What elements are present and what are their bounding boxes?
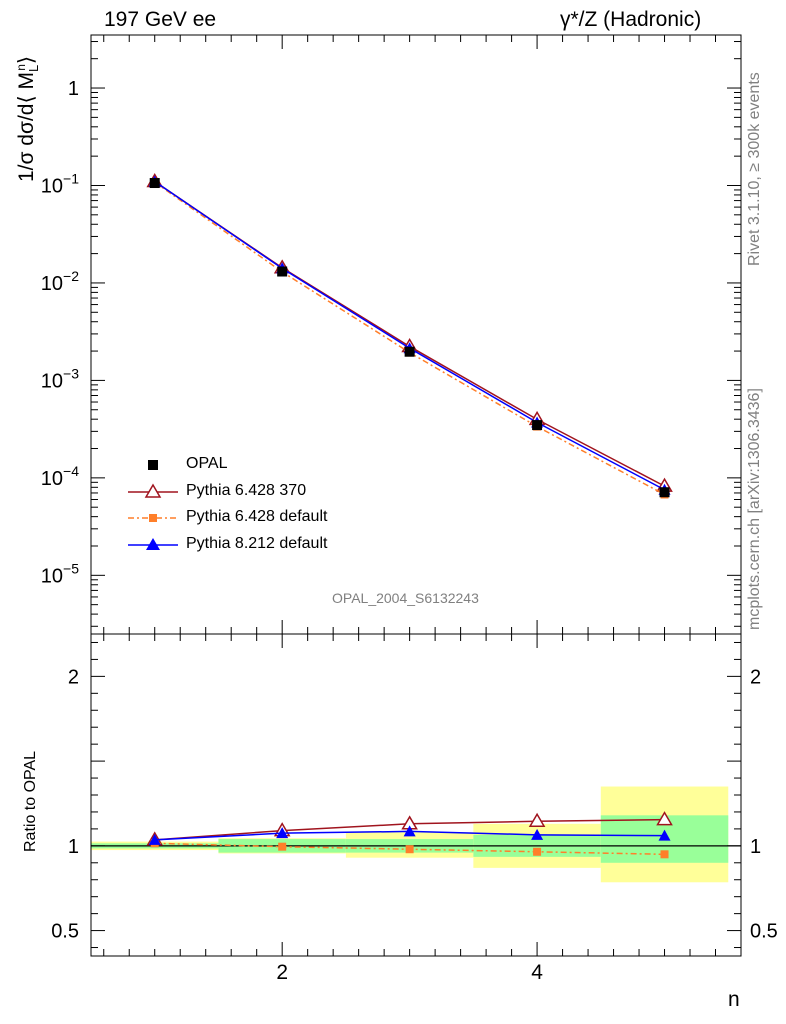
legend-label-pythia8-default: Pythia 8.212 default (186, 534, 328, 552)
header-right: γ*/Z (Hadronic) (560, 8, 702, 31)
ratio-point-pythia-6-428-370 (528, 812, 546, 828)
ratio-y-tick-label-right: 2 (750, 666, 761, 688)
ratio-point-pythia-6-428-default (405, 845, 414, 854)
main-y-tick-label: 10−2 (41, 268, 79, 295)
ratio-point-pythia-8-212-default (531, 828, 544, 840)
data-point-opal (149, 178, 160, 189)
ratio-y-tick-label-left: 2 (68, 666, 79, 688)
main-y-tick-label: 10−4 (41, 463, 79, 490)
ratio-y-tick-label-left: 1 (68, 836, 79, 858)
legend-symbol-pythia6-default (128, 514, 178, 522)
legend-label-opal: OPAL (186, 455, 228, 472)
ratio-y-tick-label-right: 1 (750, 836, 761, 858)
ratio-point-pythia-8-212-default (403, 825, 416, 837)
legend-symbol-pythia6-370 (128, 483, 178, 498)
x-tick-label: 4 (531, 961, 543, 984)
legend-entry-pythia6-default: Pythia 6.428 default (122, 505, 382, 532)
ratio-point-pythia-6-428-370 (656, 811, 673, 826)
ratio-point-pythia-6-428-default (660, 850, 669, 859)
x-axis-label: n (728, 988, 740, 1011)
ratio-point-pythia-8-212-default (658, 829, 671, 841)
series-line-pythia-6-428-370 (154, 180, 665, 487)
ratio-y-tick-label-left: 0.5 (51, 921, 79, 943)
legend-entry-pythia8-default: Pythia 8.212 default (122, 532, 382, 559)
legend-label-pythia6-default: Pythia 6.428 default (186, 508, 328, 525)
analysis-id-label: OPAL_2004_S6132243 (332, 590, 479, 606)
data-point-opal (532, 420, 543, 431)
ratio-point-pythia-6-428-default (533, 847, 542, 856)
ratio-y-tick-label-right: 0.5 (750, 921, 778, 943)
legend-entry-pythia6-370: Pythia 6.428 370 (122, 479, 382, 506)
header-left: 197 GeV ee (104, 8, 217, 31)
main-y-tick-label: 10−1 (41, 170, 79, 197)
series-line-pythia-8-212-default (154, 180, 665, 491)
mcplots-credit-text: mcplots.cern.ch [arXiv:1306.3436] (746, 388, 763, 630)
ratio-point-pythia-8-212-default (276, 827, 289, 839)
ratio-point-pythia-8-212-default (148, 833, 161, 845)
legend-symbol-opal (148, 460, 158, 470)
legend-entry-opal: OPAL (122, 452, 382, 479)
legend-label-pythia6-370: Pythia 6.428 370 (186, 481, 307, 499)
x-tick-label: 2 (276, 961, 288, 984)
legend-symbol-pythia8-default (128, 537, 178, 550)
legend: OPAL Pythia 6.428 370 Pythia 6.428 defau… (122, 452, 382, 558)
main-y-tick-label: 1 (68, 78, 79, 100)
main-y-tick-label: 10−5 (41, 560, 79, 587)
ratio-y-axis-label: Ratio to OPAL (22, 750, 39, 852)
data-point-opal (659, 487, 670, 498)
ratio-point-pythia-6-428-default (278, 842, 287, 851)
data-point-opal (277, 266, 288, 277)
main-y-axis-label: 1/σ dσ/d⟨ MLn⟩ (14, 55, 42, 182)
main-y-tick-label: 10−3 (41, 365, 79, 392)
data-point-opal (404, 346, 415, 357)
rivet-version-text: Rivet 3.1.10, ≥ 300k events (746, 72, 763, 266)
series-line-pythia-6-428-default (154, 181, 665, 496)
